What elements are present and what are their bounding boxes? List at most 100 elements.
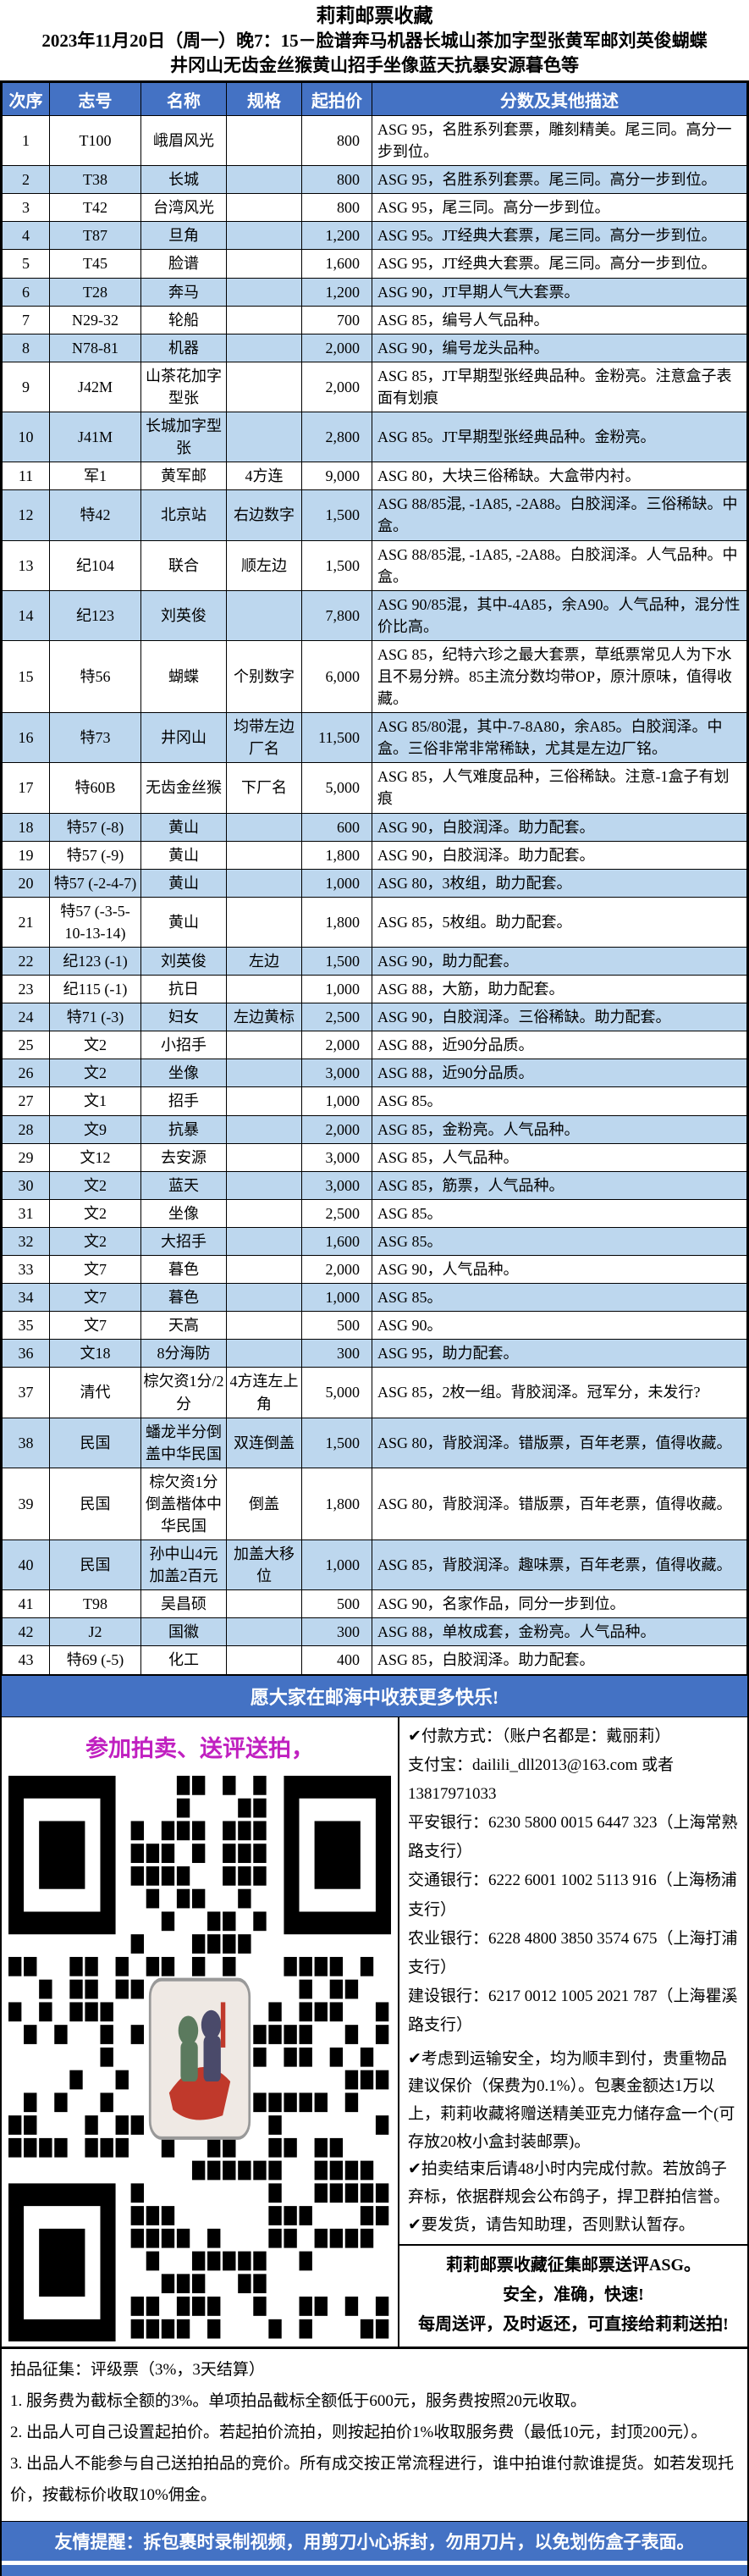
payment-line: 支付宝：dailili_dll2013@163.com 或者 138179710… <box>408 1755 675 1803</box>
catalog-cell: 特57 (-9) <box>49 840 141 870</box>
spec-cell: 双连倒盖 <box>226 1417 302 1468</box>
auction-notes: ✔考虑到运输安全，均为顺丰到付，贵重物品建议保价（保费为0.1%）。包裹金额达1… <box>399 2044 747 2245</box>
desc-cell: ASG 85，筋票，人气品种。 <box>372 1170 747 1200</box>
order-cell: 6 <box>2 277 50 307</box>
spec-cell: 个别数字 <box>226 639 302 714</box>
spec-cell <box>226 249 302 279</box>
spec-cell <box>226 812 302 842</box>
table-row: 41 T98 吴昌硕 500 ASG 90，名家作品，同分一步到位。 <box>2 1589 747 1619</box>
table-row: 6 T28 奔马 1,200 ASG 90，JT早期人气大套票。 <box>2 277 747 307</box>
catalog-cell: 纪115 (-1) <box>49 975 141 1004</box>
name-cell: 招手 <box>140 1086 227 1116</box>
table-row: 24 特71 (-3) 妇女 左边黄标 2,500 ASG 90，白胶润泽。三俗稀缺。助力… <box>2 1003 747 1032</box>
price-cell: 1,000 <box>301 868 372 898</box>
desc-cell: ASG 80，背胶润泽。错版票，百年老票，值得收藏。 <box>372 1417 747 1468</box>
catalog-cell: 文2 <box>49 1170 141 1200</box>
price-cell: 2,500 <box>301 1003 372 1032</box>
column-header: 次序 <box>2 82 50 116</box>
spec-cell <box>226 975 302 1004</box>
catalog-cell: N78-81 <box>49 333 141 362</box>
order-cell: 21 <box>2 896 50 948</box>
price-cell: 1,800 <box>301 896 372 948</box>
order-cell: 41 <box>2 1589 50 1619</box>
price-cell: 2,800 <box>301 412 372 463</box>
order-cell: 34 <box>2 1283 50 1313</box>
table-row: 38 民国 蟠龙半分倒盖中华民国 双连倒盖 1,500 ASG 80，背胶润泽。错版票，百… <box>2 1417 747 1468</box>
price-cell: 1,800 <box>301 840 372 870</box>
column-header: 规格 <box>226 82 302 116</box>
order-cell: 16 <box>2 712 50 764</box>
table-row: 7 N29-32 轮船 700 ASG 85，编号人气品种。 <box>2 305 747 334</box>
asg-promo-block: 莉莉邮票收藏征集邮票送评ASG。 安全，准确，快速! 每周送评，及时返还，可直接给莉… <box>399 2244 747 2347</box>
name-cell: 棕欠资1分/2分 <box>140 1367 227 1418</box>
spec-cell: 4方连 <box>226 462 302 491</box>
desc-cell: ASG 80，大块三俗稀缺。大盒带内衬。 <box>372 462 747 491</box>
table-row: 26 文2 坐像 3,000 ASG 88，近90分品质。 <box>2 1059 747 1088</box>
spec-cell: 均带左边厂名 <box>226 712 302 764</box>
slogan-text: 参加拍卖、送评送拍， <box>85 1735 314 1761</box>
spec-cell: 倒盖 <box>226 1467 302 1541</box>
order-cell: 30 <box>2 1170 50 1200</box>
catalog-cell: 纪123 <box>49 589 141 641</box>
spec-cell <box>226 1198 302 1228</box>
payment-line: 农业银行：6228 4800 3850 3574 675（上海打浦支行） <box>408 1929 738 1977</box>
table-row: 28 文9 抗暴 2,000 ASG 85，金粉亮。人气品种。 <box>2 1114 747 1144</box>
desc-cell: ASG 90，白胶润泽。助力配套。 <box>372 812 747 842</box>
order-cell: 4 <box>2 221 50 251</box>
desc-cell: ASG 90，助力配套。 <box>372 946 747 976</box>
name-cell: 抗日 <box>140 975 227 1004</box>
qr-code <box>2 1772 398 2347</box>
name-cell: 去安源 <box>140 1142 227 1172</box>
name-cell: 奔马 <box>140 277 227 307</box>
price-cell: 9,000 <box>301 462 372 491</box>
table-row: 14 纪123 刘英俊 7,800 ASG 90/85混，其中-4A85，余A90。人气… <box>2 589 747 641</box>
catalog-cell: 特57 (-2-4-7) <box>49 868 141 898</box>
order-cell: 39 <box>2 1467 50 1541</box>
catalog-cell: T100 <box>49 114 141 167</box>
order-cell: 24 <box>2 1003 50 1032</box>
desc-cell: ASG 90。 <box>372 1311 747 1341</box>
name-cell: 孙中山4元加盖2百元 <box>140 1540 227 1591</box>
price-cell: 1,800 <box>301 1467 372 1541</box>
spec-cell <box>226 1170 302 1200</box>
price-cell: 3,000 <box>301 1059 372 1088</box>
spec-cell <box>226 277 302 307</box>
catalog-cell: 文7 <box>49 1283 141 1313</box>
note-line: ✔拍卖结束后请48小时内完成付款。若放鸽子弃标，依据群规会公布鸽子，捍卫群拍信誉… <box>408 2160 730 2206</box>
price-cell: 1,500 <box>301 539 372 591</box>
table-row: 30 文2 蓝天 3,000 ASG 85，筋票，人气品种。 <box>2 1170 747 1200</box>
order-cell: 2 <box>2 165 50 195</box>
table-row: 21 特57 (-3-5-10-13-14) 黄山 1,800 ASG 85，5枚组。助… <box>2 896 747 948</box>
desc-cell: ASG 85。 <box>372 1086 747 1116</box>
title-block: 莉莉邮票收藏 2023年11月20日（周一）晚7：15－脸谱奔马机器长城山茶加字… <box>0 0 749 80</box>
name-cell: 暮色 <box>140 1255 227 1285</box>
order-cell: 27 <box>2 1086 50 1116</box>
desc-cell: ASG 85，编号人气品种。 <box>372 305 747 334</box>
spec-cell <box>226 333 302 362</box>
order-cell: 11 <box>2 462 50 491</box>
spec-cell <box>226 1589 302 1619</box>
name-cell: 黄山 <box>140 840 227 870</box>
table-row: 20 特57 (-2-4-7) 黄山 1,000 ASG 80，3枚组，助力配套。 <box>2 868 747 898</box>
solicitation-line: 2. 出品人可自己设置起拍价。若起拍价流拍，则按起拍价1%收取服务费（最低10元… <box>10 2424 708 2442</box>
subtitle-line-1: 2023年11月20日（周一）晚7：15－脸谱奔马机器长城山茶加字型张黄军邮刘英… <box>41 30 708 51</box>
catalog-cell: 特73 <box>49 712 141 764</box>
spec-cell <box>226 589 302 641</box>
name-cell: 北京站 <box>140 489 227 541</box>
desc-cell: ASG 80，背胶润泽。错版票，百年老票，值得收藏。 <box>372 1467 747 1541</box>
table-row: 15 特56 蝴蝶 个别数字 6,000 ASG 85，纪特六珍之最大套票，草纸票常见人为… <box>2 639 747 714</box>
name-cell: 蟠龙半分倒盖中华民国 <box>140 1417 227 1468</box>
catalog-cell: 民国 <box>49 1540 141 1591</box>
name-cell: 蓝天 <box>140 1170 227 1200</box>
table-row: 3 T42 台湾风光 800 ASG 95，尾三同。高分一步到位。 <box>2 193 747 223</box>
spec-cell <box>226 412 302 463</box>
desc-cell: ASG 85/80混，其中-7-8A80，余A85。白胶润泽。中盒。三俗非常非常… <box>372 712 747 764</box>
reminder-banner: 友情提醒：拆包裹时录制视频，用剪刀小心拆封，勿用刀片，以免划伤盒子表面。 <box>2 2520 747 2561</box>
spec-cell <box>226 840 302 870</box>
table-row: 34 文7 暮色 1,000 ASG 85。 <box>2 1283 747 1313</box>
table-row: 2 T38 长城 800 ASG 95，名胜系列套票。尾三同。高分一步到位。 <box>2 165 747 195</box>
footer-columns: 参加拍卖、送评送拍， <box>2 1716 747 2347</box>
payment-info: ✔付款方式：（账户名都是：戴丽莉） 支付宝：dailili_dll2013@163… <box>399 1717 747 2044</box>
desc-cell: ASG 85，人气品种。 <box>372 1142 747 1172</box>
order-cell: 15 <box>2 639 50 714</box>
